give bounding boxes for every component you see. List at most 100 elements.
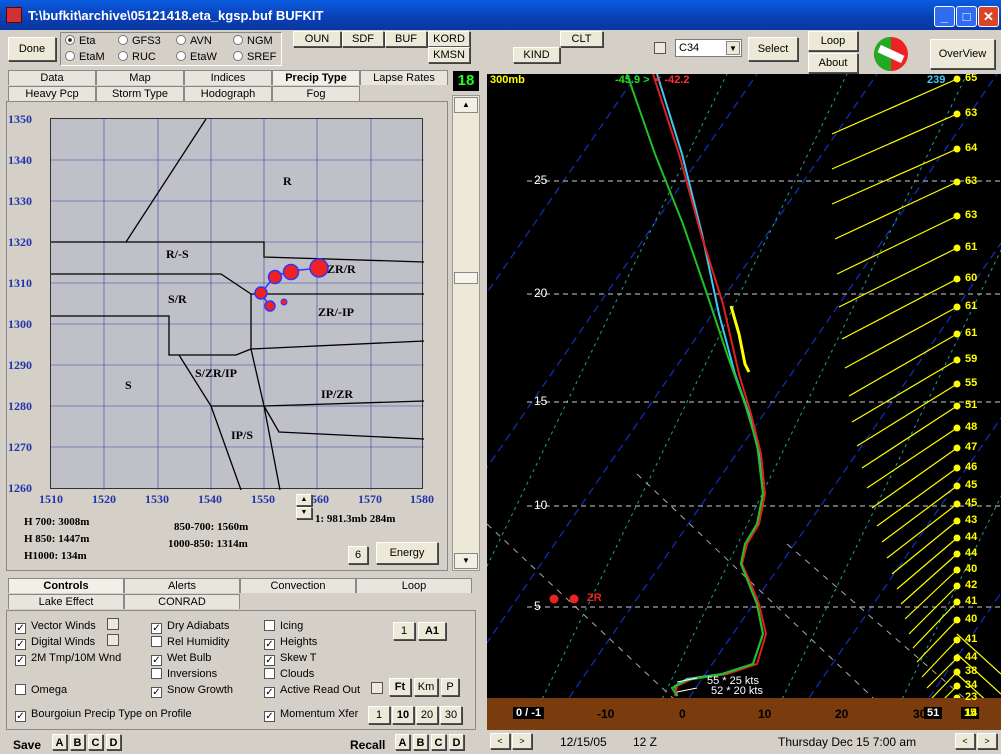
checkbox-wet-bulb[interactable]: ✓ Wet Bulb	[151, 652, 212, 666]
tab-map[interactable]: Map	[96, 70, 184, 85]
mom-20-button[interactable]: 20	[416, 706, 438, 724]
tab-fog[interactable]: Fog	[272, 86, 360, 101]
mom-10-button[interactable]: 10	[392, 706, 414, 724]
save-a-button[interactable]: A	[52, 734, 67, 750]
model-radio-ruc[interactable]: RUC	[118, 51, 156, 63]
station-combo[interactable]: C34 ▼	[675, 39, 742, 57]
tab-controls[interactable]: Controls	[8, 578, 124, 593]
model-radio-ngm[interactable]: NGM	[233, 35, 273, 47]
height-1000: H1000: 134m	[24, 550, 87, 562]
scroll-down-icon[interactable]: ▼	[454, 553, 478, 569]
page-back-button[interactable]: <	[955, 733, 975, 749]
checkbox-skew-t[interactable]: ✓ Skew T	[264, 652, 317, 666]
tab-storm-type[interactable]: Storm Type	[96, 86, 184, 101]
x-tick-1570: 1570	[358, 492, 382, 506]
station-checkbox[interactable]	[654, 42, 666, 54]
wind-speed-label: 60	[965, 272, 978, 284]
six-button[interactable]: 6	[348, 546, 368, 564]
level-1-button[interactable]: 1	[393, 622, 415, 640]
tab-lake-effect[interactable]: Lake Effect	[8, 594, 124, 609]
about-button[interactable]: About	[808, 53, 858, 73]
scroll-thumb[interactable]	[454, 272, 478, 284]
tab-precip-type[interactable]: Precip Type	[272, 70, 360, 85]
spin-down-button[interactable]: ▼	[296, 507, 312, 519]
checkbox-rel-humidity[interactable]: Rel Humidity	[151, 636, 229, 648]
tab-convection[interactable]: Convection	[240, 578, 356, 593]
time-back-button[interactable]: <	[490, 733, 510, 749]
maximize-button[interactable]: □	[956, 6, 977, 27]
time-forward-button[interactable]: >	[512, 733, 532, 749]
save-b-button[interactable]: B	[70, 734, 85, 750]
checkbox-bourgoiun[interactable]: ✓ Bourgoiun Precip Type on Profile	[15, 708, 192, 722]
checkbox-snow-growth[interactable]: ✓ Snow Growth	[151, 684, 234, 698]
controls-panel	[6, 610, 476, 730]
skewt-plot[interactable]: 300mb -45.9 > < -42.2 239 25 20 15 10 5 …	[487, 74, 1001, 730]
checkbox-heights[interactable]: ✓ Heights	[264, 636, 318, 650]
close-button[interactable]: ✕	[978, 6, 999, 27]
station-kord-button[interactable]: KORD	[428, 31, 470, 47]
level-a1-button[interactable]: A1	[418, 622, 446, 640]
checkbox-active-read-out[interactable]: ✓ Active Read Out	[264, 684, 361, 698]
checkbox-digital-winds[interactable]: ✓ Digital Winds	[15, 636, 96, 650]
tab-heavy-pcp[interactable]: Heavy Pcp	[8, 86, 96, 101]
digital-winds-option-button[interactable]	[107, 634, 119, 646]
overview-button[interactable]: OverView	[930, 39, 995, 69]
units-option-button[interactable]	[371, 682, 383, 694]
recall-b-button[interactable]: B	[413, 734, 428, 750]
station-kind-button[interactable]: KIND	[513, 47, 560, 63]
tab-data[interactable]: Data	[8, 70, 96, 85]
station-buf-button[interactable]: BUF	[385, 31, 427, 47]
tab-alerts[interactable]: Alerts	[124, 578, 240, 593]
save-c-button[interactable]: C	[88, 734, 103, 750]
mom-30-button[interactable]: 30	[440, 706, 462, 724]
loop-button[interactable]: Loop	[808, 31, 858, 51]
model-radio-gfs3[interactable]: GFS3	[118, 35, 161, 47]
checkbox-dry-adiabats[interactable]: ✓ Dry Adiabats	[151, 620, 230, 634]
model-radio-eta[interactable]: Eta	[65, 35, 96, 47]
zone-label-s-r: S/R	[168, 292, 187, 306]
station-sdf-button[interactable]: SDF	[342, 31, 384, 47]
tab-indices[interactable]: Indices	[184, 70, 272, 85]
station-kmsn-button[interactable]: KMSN	[428, 47, 470, 63]
station-oun-button[interactable]: OUN	[293, 31, 341, 47]
tab-conrad[interactable]: CONRAD	[124, 594, 240, 609]
save-d-button[interactable]: D	[106, 734, 121, 750]
tab-lapse-rates[interactable]: Lapse Rates	[360, 70, 448, 85]
model-radio-avn[interactable]: AVN	[176, 35, 212, 47]
wind-speed-label: 45	[965, 479, 978, 491]
checkbox-2m-tmp[interactable]: ✓ 2M Tmp/10M Wnd	[15, 652, 122, 666]
page-forward-button[interactable]: >	[977, 733, 997, 749]
model-radio-etam[interactable]: EtaM	[65, 51, 105, 63]
chevron-down-icon[interactable]: ▼	[726, 41, 740, 55]
checkbox-momentum-xfer[interactable]: ✓ Momentum Xfer	[264, 708, 359, 722]
tab-loop[interactable]: Loop	[356, 578, 472, 593]
zone-label-r: R	[283, 174, 292, 188]
checkbox-inversions[interactable]: Inversions	[151, 668, 217, 680]
checkbox-icing[interactable]: Icing	[264, 620, 303, 632]
spin-up-button[interactable]: ▲	[296, 494, 312, 506]
recall-c-button[interactable]: C	[431, 734, 446, 750]
select-button[interactable]: Select	[748, 37, 798, 61]
done-button[interactable]: Done	[8, 37, 56, 61]
minimize-button[interactable]: _	[934, 6, 955, 27]
thickness-850-700: 850-700: 1560m	[174, 521, 249, 533]
vector-winds-option-button[interactable]	[107, 618, 119, 630]
units-km-button[interactable]: Km	[414, 678, 438, 696]
checkbox-omega[interactable]: Omega	[15, 684, 67, 696]
mom-1-button[interactable]: 1	[368, 706, 390, 724]
model-radio-etaw[interactable]: EtaW	[176, 51, 217, 63]
wind-speed-label: 43	[965, 514, 978, 526]
time-scrollbar[interactable]: ▲ ▼	[452, 95, 480, 571]
model-radio-sref[interactable]: SREF	[233, 51, 276, 63]
tab-hodograph[interactable]: Hodograph	[184, 86, 272, 101]
checkbox-vector-winds[interactable]: ✓ Vector Winds	[15, 620, 96, 634]
energy-button[interactable]: Energy	[376, 542, 438, 564]
scroll-up-icon[interactable]: ▲	[454, 97, 478, 113]
recall-d-button[interactable]: D	[449, 734, 464, 750]
recall-a-button[interactable]: A	[395, 734, 410, 750]
units-p-button[interactable]: P	[441, 678, 459, 696]
station-clt-button[interactable]: CLT	[560, 31, 603, 47]
checkbox-clouds[interactable]: Clouds	[264, 668, 314, 680]
units-ft-button[interactable]: Ft	[389, 678, 411, 696]
app-icon[interactable]	[6, 7, 22, 23]
